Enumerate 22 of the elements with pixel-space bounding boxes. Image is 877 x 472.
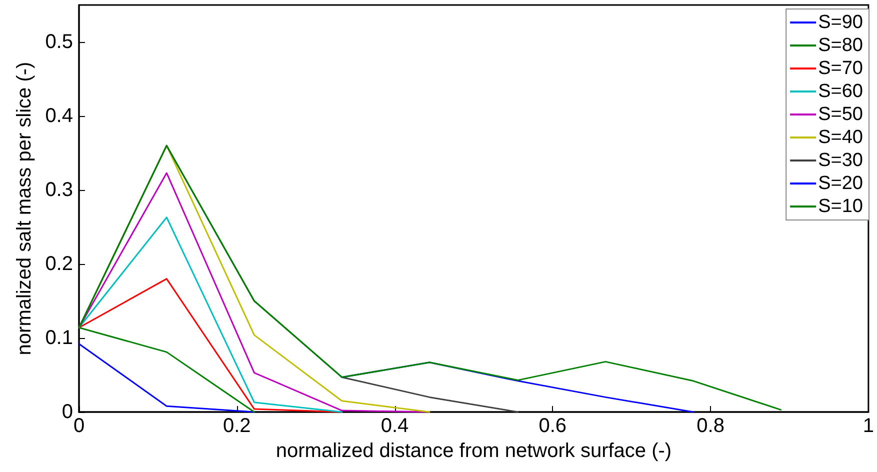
legend-label: S=30 [818,150,864,171]
legend-label: S=40 [818,127,864,148]
legend-label: S=60 [818,81,864,102]
legend-label: S=70 [818,58,864,79]
y-axis-title: normalized salt mass per slice (-) [13,62,36,356]
legend-label: S=50 [818,104,864,125]
y-tick-label: 0.1 [45,327,73,349]
legend-label: S=10 [818,196,864,217]
x-tick-label: 0.6 [538,415,567,437]
x-axis-title: normalized distance from network surface (-) [276,440,672,462]
y-tick-label: 0.2 [45,253,73,275]
y-tick-label: 0.5 [45,31,73,53]
x-tick-label: 0.2 [222,415,251,437]
x-tick-label: 0.8 [696,415,724,437]
x-tick-label: 1 [862,415,874,437]
legend-label: S=90 [818,12,864,33]
y-tick-label: 0.3 [45,179,73,201]
y-tick-label: 0.4 [45,105,73,127]
legend-label: S=80 [818,35,864,56]
x-tick-label: 0.4 [380,415,409,437]
y-tick-label: 0 [62,401,73,423]
legend-label: S=20 [818,173,864,194]
